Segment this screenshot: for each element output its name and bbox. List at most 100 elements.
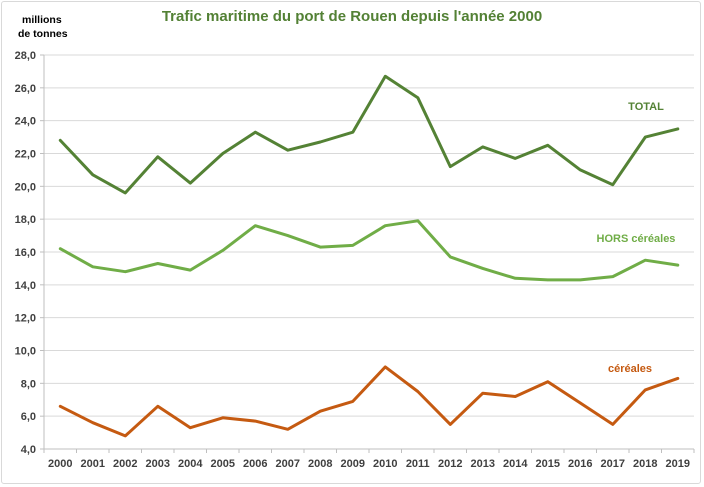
- chart-title: Trafic maritime du port de Rouen depuis …: [161, 8, 543, 25]
- data-point: [481, 267, 484, 270]
- x-tick-label: 2001: [81, 458, 105, 470]
- data-point: [546, 144, 549, 147]
- data-point: [611, 423, 614, 426]
- data-point: [579, 401, 582, 405]
- series-line-0: [58, 74, 680, 195]
- y-tick-label: 26,0: [15, 83, 36, 95]
- data-point: [319, 245, 322, 249]
- data-point: [611, 275, 614, 278]
- data-point: [384, 365, 387, 369]
- series-labels: TOTAL HORS céréales céréales: [597, 101, 676, 375]
- data-point: [286, 428, 289, 431]
- y-tick-label: 22,0: [15, 149, 36, 161]
- data-point: [124, 191, 127, 195]
- data-point: [644, 388, 647, 392]
- data-point: [514, 157, 517, 160]
- x-tick-label: 2002: [113, 458, 137, 470]
- y-tick-label: 16,0: [15, 247, 36, 259]
- data-point: [221, 416, 224, 420]
- data-point: [59, 405, 62, 408]
- series-label: HORS céréales: [597, 233, 676, 245]
- x-tick-label: 2018: [633, 458, 657, 470]
- x-tick-label: 2007: [276, 458, 300, 470]
- data-point: [156, 262, 159, 265]
- data-point: [189, 268, 192, 272]
- data-point: [611, 183, 614, 186]
- data-point: [221, 249, 224, 252]
- data-point: [546, 380, 549, 383]
- series-line-1: [58, 219, 680, 282]
- data-point: [286, 234, 289, 237]
- data-point: [124, 270, 127, 273]
- axes: 4,0 6,0 8,0 10,0 12,0 14,0 16,0 18,0 20,0 22,0 24,…: [15, 50, 695, 470]
- y-tick-label: 28,0: [15, 50, 36, 62]
- series-label: TOTAL: [628, 101, 664, 113]
- gridlines: [44, 54, 694, 450]
- y-tick-label: 10,0: [15, 346, 36, 358]
- data-point: [286, 149, 289, 152]
- data-point: [351, 400, 354, 403]
- y-tick-label: 8,0: [21, 378, 36, 390]
- x-tick-label: 2017: [601, 458, 625, 470]
- data-point: [449, 255, 452, 259]
- data-point: [351, 244, 354, 247]
- x-tick-label: 2014: [503, 458, 528, 470]
- data-point: [91, 265, 94, 268]
- x-tick-label: 2019: [666, 458, 690, 470]
- data-point: [449, 423, 452, 426]
- x-tick-label: 2009: [341, 458, 365, 470]
- y-tick-label: 20,0: [15, 181, 36, 193]
- x-tick-label: 2008: [308, 458, 332, 470]
- data-point: [156, 155, 159, 158]
- series-label: céréales: [608, 363, 652, 375]
- data-point: [91, 173, 94, 177]
- data-point: [59, 139, 62, 142]
- y-tick-label: 4,0: [21, 444, 36, 456]
- y-tick-label: 12,0: [15, 313, 36, 325]
- data-point: [481, 145, 484, 149]
- y-axis-unit-line2: de tonnes: [18, 28, 68, 40]
- y-tick-label: 14,0: [15, 280, 36, 292]
- x-tick-label: 2010: [373, 458, 397, 470]
- data-point: [91, 421, 94, 424]
- data-point: [481, 391, 484, 395]
- data-point: [59, 247, 62, 250]
- x-tick-label: 2012: [438, 458, 462, 470]
- data-point: [676, 127, 679, 131]
- data-point: [384, 75, 387, 78]
- data-point: [351, 130, 354, 134]
- data-point: [644, 259, 647, 262]
- data-point: [254, 130, 257, 134]
- data-point: [319, 140, 322, 144]
- data-point: [449, 165, 452, 168]
- data-point: [254, 419, 257, 423]
- data-point: [254, 224, 257, 227]
- x-tick-label: 2013: [471, 458, 495, 470]
- y-tick-label: 6,0: [21, 411, 36, 423]
- data-point: [124, 434, 127, 438]
- series-lines: [58, 74, 680, 438]
- x-tick-label: 2011: [406, 458, 430, 470]
- data-point: [676, 263, 679, 267]
- x-tick-label: 2006: [243, 458, 267, 470]
- y-axis-unit-line1: millions: [22, 14, 62, 26]
- data-point: [416, 96, 419, 99]
- x-tick-label: 2000: [48, 458, 72, 470]
- data-point: [189, 181, 192, 185]
- y-tick-label: 18,0: [15, 214, 36, 226]
- x-tick-label: 2015: [536, 458, 560, 470]
- data-point: [416, 219, 419, 223]
- data-point: [514, 395, 517, 398]
- data-point: [319, 410, 322, 413]
- data-point: [676, 377, 679, 380]
- x-tick-label: 2005: [211, 458, 235, 470]
- data-point: [416, 390, 419, 393]
- data-point: [579, 168, 582, 172]
- data-point: [189, 426, 192, 429]
- data-point: [546, 278, 549, 282]
- data-point: [514, 277, 517, 280]
- data-point: [221, 152, 224, 155]
- x-tick-label: 2003: [146, 458, 170, 470]
- data-point: [384, 224, 387, 227]
